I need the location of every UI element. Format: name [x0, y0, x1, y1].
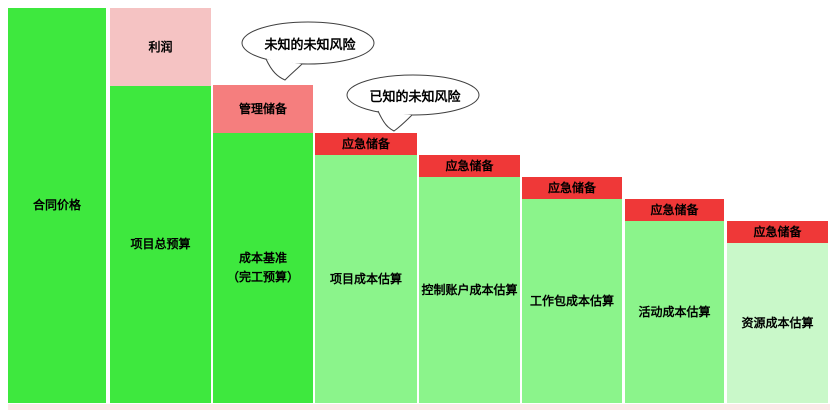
segment-label: 成本基准 （完工预算）	[227, 249, 299, 287]
segment-contingency-reserve: 应急储备	[522, 177, 622, 199]
segment-profit: 利润	[110, 8, 211, 86]
segment-label: 资源成本估算	[741, 315, 814, 330]
segment-label: 管理储备	[238, 101, 287, 116]
bar-cost-baseline: 管理储备 成本基准 （完工预算）	[213, 85, 313, 403]
baseline-shadow	[8, 404, 830, 410]
segment-total-budget: 项目总预算	[110, 86, 211, 403]
segment-label: 项目成本估算	[329, 271, 402, 286]
segment-contract-price: 合同价格	[8, 8, 106, 403]
segment-label: 应急储备	[341, 136, 390, 151]
segment-label: 项目总预算	[130, 237, 191, 251]
segment-label: 利润	[148, 39, 173, 54]
segment-label: 应急储备	[753, 224, 802, 239]
segment-contingency-reserve: 应急储备	[315, 133, 417, 155]
segment-label-line1: 成本基准	[238, 251, 287, 265]
segment-project-cost-estimate: 项目成本估算	[315, 155, 417, 403]
segment-resource-cost-estimate: 资源成本估算	[727, 243, 828, 403]
bar-project-cost-estimate: 应急储备 项目成本估算	[315, 133, 417, 403]
bar-control-account-cost-estimate: 应急储备 控制账户成本估算	[419, 155, 520, 403]
segment-activity-cost-estimate: 活动成本估算	[625, 221, 724, 403]
segment-management-reserve: 管理储备	[213, 85, 313, 133]
segment-label: 控制账户成本估算	[421, 282, 518, 297]
callout-text: 已知的未知风险	[369, 89, 461, 105]
speech-bubble-icon	[346, 74, 480, 132]
segment-label: 应急储备	[445, 158, 494, 173]
segment-contingency-reserve: 应急储备	[419, 155, 520, 177]
segment-label: 合同价格	[32, 198, 81, 212]
segment-label: 工作包成本估算	[529, 293, 614, 308]
segment-label-line2: （完工预算）	[226, 270, 299, 284]
speech-bubble-icon	[241, 21, 375, 81]
bar-work-package-cost-estimate: 应急储备 工作包成本估算	[522, 177, 622, 403]
bar-resource-cost-estimate: 应急储备 资源成本估算	[727, 221, 828, 403]
segment-contingency-reserve: 应急储备	[625, 199, 724, 221]
bar-project-total-budget: 利润 项目总预算	[110, 8, 211, 403]
segment-label: 活动成本估算	[638, 304, 711, 319]
callout-unknown-unknown-risk: 未知的未知风险	[230, 16, 390, 86]
bar-contract-price: 合同价格	[8, 8, 106, 403]
segment-label: 应急储备	[650, 202, 699, 217]
callout-text: 未知的未知风险	[264, 37, 356, 53]
segment-label: 应急储备	[547, 180, 596, 195]
callout-known-unknown-risk: 已知的未知风险	[340, 72, 490, 138]
segment-cost-baseline: 成本基准 （完工预算）	[213, 133, 313, 403]
segment-control-account-cost-estimate: 控制账户成本估算	[419, 177, 520, 403]
segment-work-package-cost-estimate: 工作包成本估算	[522, 199, 622, 403]
bar-activity-cost-estimate: 应急储备 活动成本估算	[625, 199, 724, 403]
segment-contingency-reserve: 应急储备	[727, 221, 828, 243]
